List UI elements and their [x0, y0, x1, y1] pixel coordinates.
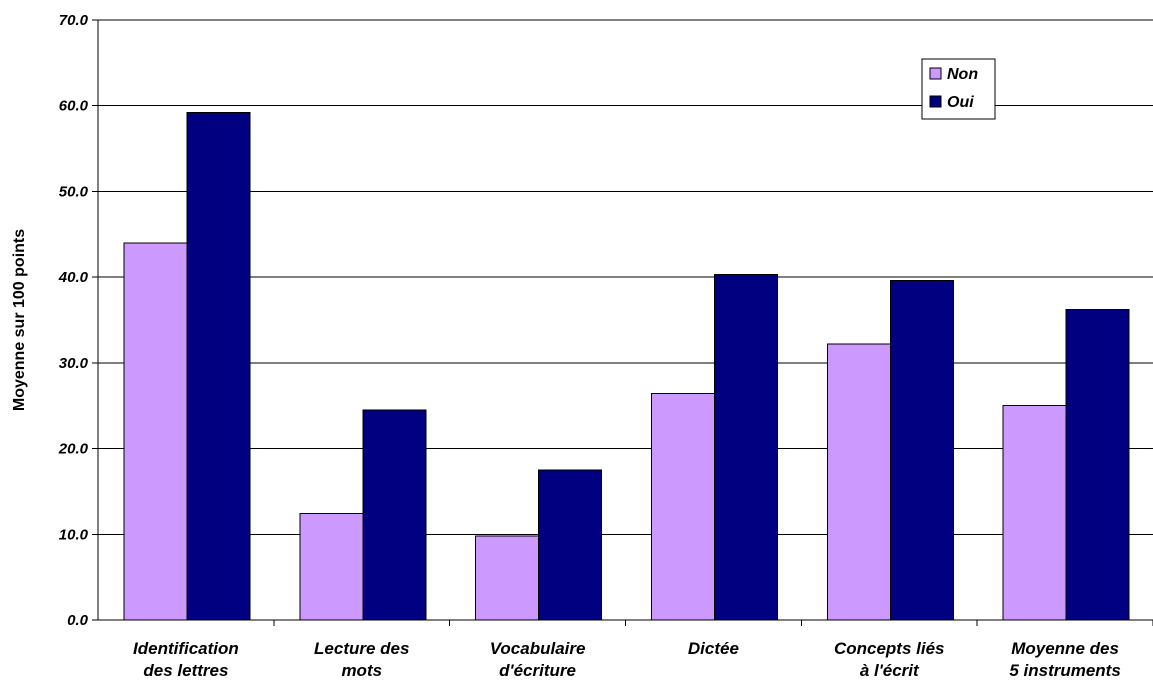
bar-non-2 [475, 535, 540, 621]
y-tick-label: 10.0 [59, 526, 89, 543]
x-category-label: Lecture des mots [314, 639, 409, 680]
legend-swatch-non [929, 67, 942, 80]
y-tick-label: 30.0 [59, 355, 89, 372]
y-tick-label: 0.0 [67, 612, 89, 629]
x-category-label: Vocabulaire d'écriture [490, 639, 586, 680]
legend-label-oui: Oui [947, 94, 974, 111]
y-tick-label: 60.0 [59, 98, 89, 115]
bar-non-4 [826, 343, 891, 621]
x-category-labels: Identification des lettres Lecture des mots… [133, 620, 1153, 680]
y-tick-label: 40.0 [58, 269, 89, 286]
bar-oui-2 [538, 469, 603, 621]
bar-non-3 [650, 393, 715, 621]
y-axis-title: Moyenne sur 100 points [11, 229, 28, 411]
legend: Non Oui [921, 58, 996, 120]
y-tick-label: 20.0 [58, 441, 89, 458]
bar-oui-5 [1065, 309, 1130, 621]
bars [123, 112, 1130, 621]
legend-swatch-oui [929, 95, 942, 108]
legend-box [921, 58, 996, 120]
bar-oui-3 [713, 274, 778, 621]
y-tick-label: 70.0 [59, 12, 89, 29]
bar-oui-1 [362, 409, 427, 621]
x-category-label: Moyenne des 5 instruments [1009, 639, 1120, 680]
bar-oui-0 [186, 112, 251, 621]
bar-non-0 [123, 242, 188, 621]
bar-oui-4 [889, 280, 954, 621]
legend-label-non: Non [947, 66, 978, 83]
x-category-label: Concepts liés à l'écrit [834, 639, 945, 680]
bar-non-1 [299, 513, 364, 621]
x-category-label: Dictée [688, 639, 739, 658]
y-tick-label: 50.0 [59, 183, 89, 200]
grid-lines [98, 19, 1153, 535]
x-category-label: Identification des lettres [133, 639, 239, 680]
y-tick-labels: 0.0 10.0 20.0 30.0 40.0 50.0 60.0 70.0 [58, 12, 98, 629]
bar-non-5 [1002, 405, 1067, 621]
